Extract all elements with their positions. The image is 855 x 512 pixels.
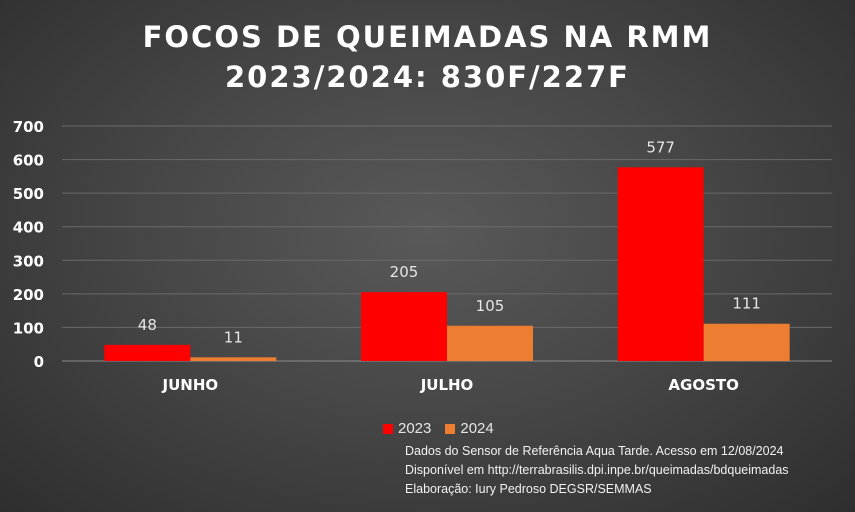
y-tick-label: 300 [13,252,44,270]
bar-2024-junho [190,357,277,361]
source-note: Dados do Sensor de Referência Aqua Tarde… [405,442,789,499]
y-tick-label: 400 [13,219,44,237]
x-tick-label: AGOSTO [668,376,738,394]
data-label: 48 [138,316,157,334]
x-tick-label: JULHO [420,376,474,394]
legend-label-2024: 2024 [460,420,494,437]
legend-swatch-2024 [445,423,456,434]
legend-item-2024: 2024 [445,420,494,437]
legend: 2023 2024 [383,420,494,437]
y-tick-label: 100 [13,319,44,337]
data-label: 11 [224,328,243,346]
y-tick-label: 500 [13,185,44,203]
chart-title: FOCOS DE QUEIMADAS NA RMM [142,20,713,54]
bar-2024-agosto [703,323,790,361]
data-label: 105 [476,297,505,315]
bar-2023-julho [361,292,447,361]
bar-2023-agosto [617,167,704,361]
data-label: 577 [646,138,675,156]
data-label: 205 [390,263,419,281]
bar-2023-junho [104,344,191,361]
y-tick-label: 200 [13,286,44,304]
y-tick-label: 0 [34,353,44,371]
source-line: Disponível em http://terrabrasilis.dpi.i… [405,463,789,477]
chart-subtitle: 2023/2024: 830F/227F [225,60,630,94]
data-label: 111 [732,295,761,313]
y-tick-label: 700 [13,118,44,136]
x-tick-label: JUNHO [162,376,219,394]
source-line: Elaboração: Iury Pedroso DEGSR/SEMMAS [405,482,652,496]
legend-item-2023: 2023 [383,420,431,437]
legend-swatch-2023 [383,423,393,434]
source-line: Dados do Sensor de Referência Aqua Tarde… [405,444,784,458]
y-tick-label: 600 [13,152,44,170]
legend-label-2023: 2023 [398,420,432,437]
bar-2024-julho [447,325,533,361]
